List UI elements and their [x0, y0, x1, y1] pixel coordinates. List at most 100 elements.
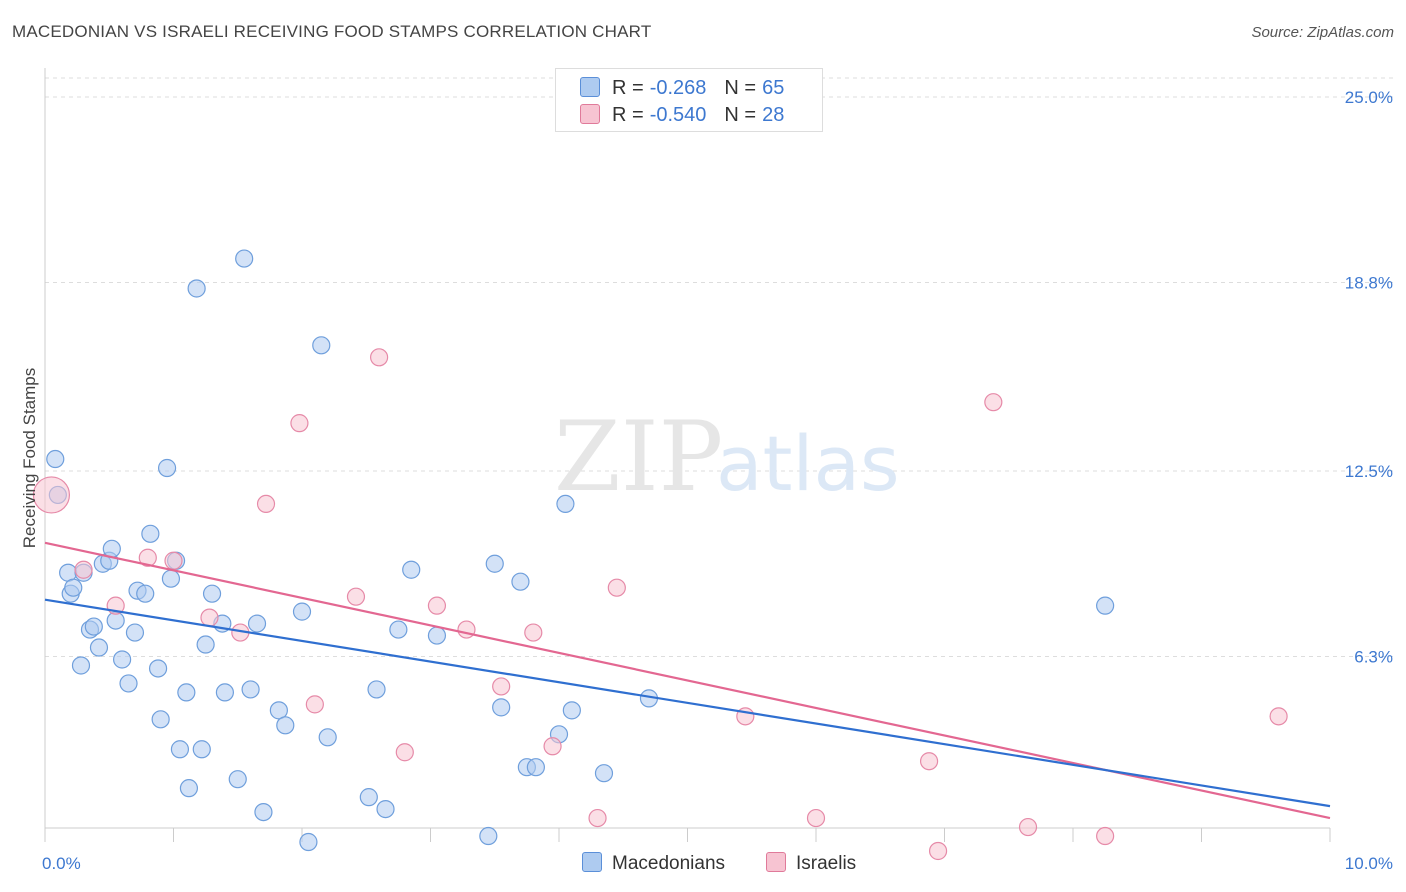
data-point-macedonians: [485, 554, 504, 573]
data-point-israelis: [524, 623, 543, 642]
legend-n-value: 28: [762, 104, 785, 126]
data-point-macedonians: [148, 659, 168, 678]
data-point-israelis: [290, 414, 309, 433]
data-point-macedonians: [247, 614, 267, 633]
data-point-israelis: [1018, 817, 1038, 837]
data-point-macedonians: [254, 802, 273, 822]
data-point-macedonians: [367, 680, 386, 699]
data-point-israelis: [305, 695, 324, 714]
legend-r-value: -0.540: [649, 104, 707, 126]
legend-label-israelis: Israelis: [796, 853, 857, 874]
legend-item-israelis[interactable]: Israelis: [766, 852, 856, 875]
data-point-macedonians: [46, 449, 65, 469]
legend-n-label: N =: [724, 104, 757, 126]
data-point-macedonians: [479, 826, 498, 846]
legend-item-macedonians[interactable]: Macedonians: [582, 852, 725, 875]
legend-n-label: N =: [724, 77, 757, 99]
x-tick-label: 10.0%: [1345, 854, 1393, 873]
data-point-macedonians: [228, 770, 247, 789]
data-point-macedonians: [312, 336, 331, 355]
data-point-israelis: [806, 808, 826, 828]
data-point-macedonians: [157, 458, 177, 478]
data-point-macedonians: [389, 620, 408, 639]
data-point-macedonians: [318, 728, 337, 747]
legend-n-value: 65: [762, 77, 785, 99]
data-point-israelis: [984, 393, 1003, 412]
y-tick-label: 25.0%: [1345, 88, 1393, 107]
data-point-macedonians: [292, 602, 312, 621]
y-tick-labels: 6.3% 12.5% 18.8% 25.0%: [1345, 88, 1393, 667]
data-point-macedonians: [359, 788, 378, 807]
data-point-macedonians: [1096, 596, 1115, 615]
data-point-macedonians: [119, 674, 138, 693]
data-point-israelis: [1269, 707, 1288, 726]
data-point-macedonians: [192, 740, 211, 759]
legend-r-label: R =: [612, 77, 644, 99]
legend-row-macedonians: R = -0.268 N = 65: [580, 77, 784, 99]
data-point-macedonians: [151, 710, 170, 729]
legend-swatch-israelis: [766, 852, 786, 872]
data-point-israelis: [138, 548, 157, 567]
data-point-macedonians: [179, 779, 199, 798]
legend-label-macedonians: Macedonians: [612, 853, 726, 874]
y-tick-label: 12.5%: [1345, 462, 1393, 481]
data-point-macedonians: [71, 656, 91, 675]
data-point-macedonians: [170, 740, 190, 759]
series-legend: Macedonians Israelis: [0, 852, 1406, 878]
data-point-israelis: [607, 578, 626, 597]
data-point-macedonians: [136, 584, 155, 603]
data-point-macedonians: [89, 638, 109, 657]
data-point-israelis: [1096, 826, 1115, 846]
axis-ticks: [44, 828, 1331, 842]
stats-legend: R = -0.268 N = 65 R = -0.540 N = 28: [555, 68, 823, 132]
data-point-israelis: [370, 348, 389, 367]
data-point-macedonians: [269, 701, 288, 720]
data-point-macedonians: [215, 683, 234, 702]
data-point-israelis: [457, 620, 476, 639]
data-point-israelis: [427, 596, 447, 615]
data-point-macedonians: [125, 623, 145, 642]
data-point-macedonians: [202, 584, 222, 603]
legend-r-label: R =: [612, 104, 644, 126]
source-label: Source: ZipAtlas.com: [1251, 24, 1394, 41]
data-point-macedonians: [84, 617, 103, 636]
watermark-zip: ZIP: [554, 401, 723, 513]
data-point-israelis: [74, 560, 93, 579]
legend-swatch-macedonians: [580, 77, 600, 97]
data-point-israelis: [346, 587, 366, 606]
legend-swatch-israelis: [580, 104, 600, 124]
data-point-macedonians: [594, 764, 614, 783]
data-point-macedonians: [241, 680, 260, 699]
data-point-macedonians: [511, 572, 530, 591]
data-point-macedonians: [141, 524, 160, 543]
data-point-macedonians: [427, 626, 447, 645]
data-point-israelis: [492, 677, 511, 696]
x-tick-labels: 0.0% 10.0%: [42, 854, 1393, 873]
chart-title: MACEDONIAN VS ISRAELI RECEIVING FOOD STA…: [12, 22, 652, 41]
data-point-israelis: [200, 608, 219, 627]
y-axis-label: Receiving Food Stamps: [20, 368, 39, 548]
data-point-israelis: [395, 743, 414, 762]
data-point-macedonians: [187, 279, 206, 298]
data-point-israelis: [919, 752, 939, 771]
data-point-macedonians: [492, 698, 511, 717]
data-point-macedonians: [276, 716, 295, 735]
data-point-israelis: [32, 476, 71, 514]
data-point-macedonians: [64, 578, 83, 597]
data-point-macedonians: [402, 560, 421, 579]
data-point-israelis: [164, 551, 183, 570]
data-point-macedonians: [161, 569, 181, 588]
trendline-macedonians: [44, 598, 1331, 808]
data-point-macedonians: [562, 701, 581, 720]
data-point-macedonians: [196, 635, 215, 654]
watermark-atlas: atlas: [716, 419, 900, 508]
data-point-macedonians: [177, 683, 196, 702]
grid-lines: [45, 77, 1395, 658]
data-point-macedonians: [376, 799, 395, 819]
series-israelis: [32, 348, 1288, 861]
legend-r-value: -0.268: [649, 77, 707, 99]
y-tick-label: 18.8%: [1345, 274, 1393, 293]
legend-swatch-macedonians: [582, 852, 602, 872]
data-point-macedonians: [526, 758, 545, 777]
